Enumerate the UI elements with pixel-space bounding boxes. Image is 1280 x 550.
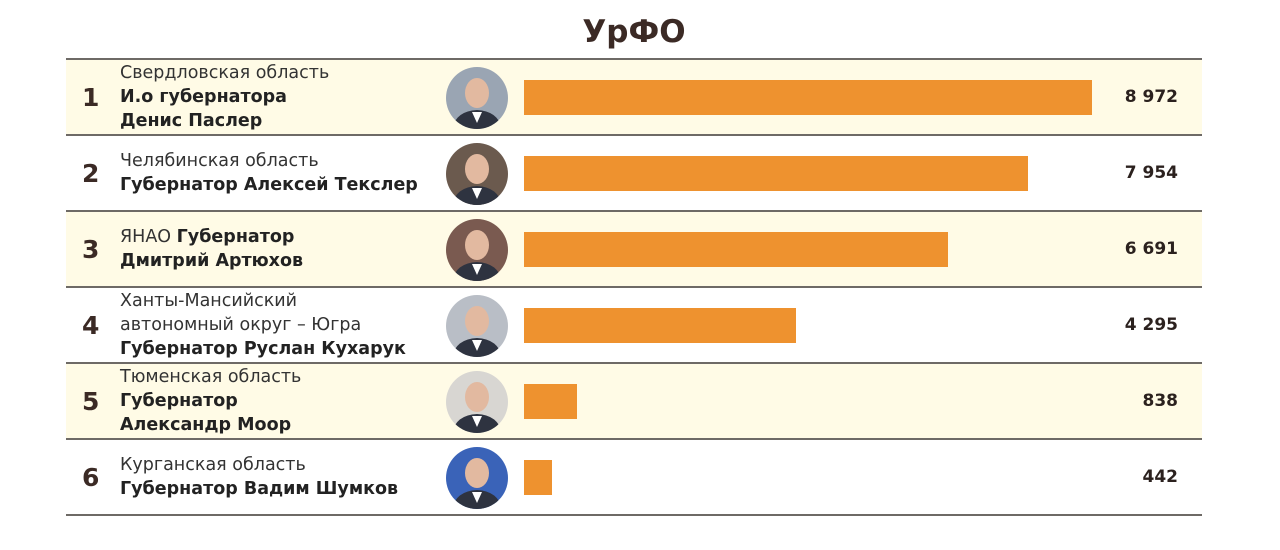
value-bar bbox=[524, 156, 1028, 191]
position: Губернатор Руслан Кухарук bbox=[120, 339, 406, 359]
row-label: Курганская область Губернатор Вадим Шумк… bbox=[120, 440, 398, 514]
governor-photo bbox=[446, 143, 508, 205]
table-row: 3 ЯНАО Губернатор Дмитрий Артюхов 6 691 bbox=[66, 212, 1202, 288]
region: Курганская область bbox=[120, 455, 306, 475]
rank-number: 6 bbox=[82, 462, 100, 492]
person-icon bbox=[452, 382, 502, 433]
row-label: Челябинская область Губернатор Алексей Т… bbox=[120, 136, 418, 210]
governor-photo bbox=[446, 371, 508, 433]
value-label: 8 972 bbox=[1124, 87, 1178, 107]
row-label: ЯНАО Губернатор Дмитрий Артюхов bbox=[120, 212, 303, 286]
value-bar bbox=[524, 384, 578, 419]
table-row: 6 Курганская область Губернатор Вадим Шу… bbox=[66, 440, 1202, 516]
person-icon bbox=[452, 154, 502, 205]
region: Тюменская область bbox=[120, 367, 302, 387]
value-bar bbox=[524, 232, 948, 267]
rank-number: 4 bbox=[82, 310, 100, 340]
governor-photo bbox=[446, 295, 508, 357]
position: Губернатор bbox=[120, 391, 238, 411]
region: Ханты-Мансийский автономный округ – Югра bbox=[120, 291, 362, 335]
value-label: 7 954 bbox=[1124, 163, 1178, 183]
governor-photo bbox=[446, 67, 508, 129]
table-row: 5 Тюменская область Губернатор Александр… bbox=[66, 364, 1202, 440]
governor-photo bbox=[446, 219, 508, 281]
rank-number: 3 bbox=[82, 234, 100, 264]
rank-number: 1 bbox=[82, 82, 100, 112]
person-icon bbox=[452, 458, 502, 509]
value-label: 4 295 bbox=[1124, 315, 1178, 335]
region: Челябинская область bbox=[120, 151, 319, 171]
table-row: 4 Ханты-Мансийский автономный округ – Юг… bbox=[66, 288, 1202, 364]
ranking-table: 1 Свердловская область И.о губернатора Д… bbox=[66, 58, 1202, 516]
position: И.о губернатора bbox=[120, 87, 287, 107]
value-bar bbox=[524, 460, 552, 495]
governor-name: Александр Моор bbox=[120, 415, 292, 435]
position: Губернатор bbox=[176, 227, 295, 247]
value-label: 838 bbox=[1142, 391, 1179, 411]
governor-name: Денис Паслер bbox=[120, 111, 263, 131]
person-icon bbox=[452, 230, 502, 281]
row-label: Свердловская область И.о губернатора Ден… bbox=[120, 60, 329, 134]
table-row: 1 Свердловская область И.о губернатора Д… bbox=[66, 60, 1202, 136]
person-icon bbox=[452, 306, 502, 357]
value-label: 442 bbox=[1142, 467, 1179, 487]
rank-number: 2 bbox=[82, 158, 100, 188]
value-label: 6 691 bbox=[1124, 239, 1178, 259]
value-bar bbox=[524, 308, 796, 343]
position: Губернатор Вадим Шумков bbox=[120, 479, 399, 499]
rank-number: 5 bbox=[82, 386, 100, 416]
governor-name: Дмитрий Артюхов bbox=[120, 251, 304, 271]
position: Губернатор Алексей Текслер bbox=[120, 175, 418, 195]
value-bar bbox=[524, 80, 1092, 115]
person-icon bbox=[452, 78, 502, 129]
region: Свердловская область bbox=[120, 63, 330, 83]
table-row: 2 Челябинская область Губернатор Алексей… bbox=[66, 136, 1202, 212]
row-label: Ханты-Мансийский автономный округ – Югра… bbox=[120, 288, 406, 362]
region: ЯНАО bbox=[120, 227, 172, 247]
row-label: Тюменская область Губернатор Александр М… bbox=[120, 364, 301, 438]
governor-photo bbox=[446, 447, 508, 509]
chart-title: УрФО bbox=[582, 14, 686, 50]
